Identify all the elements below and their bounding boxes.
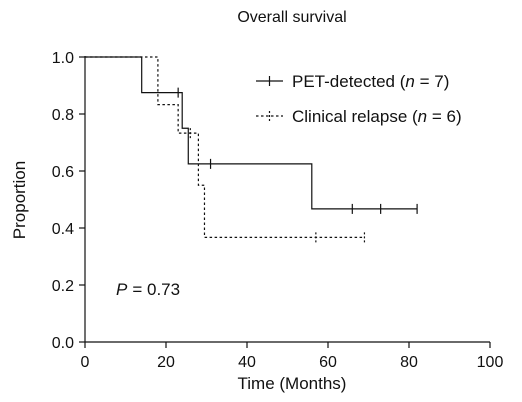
x-tick-label: 100	[477, 354, 504, 371]
y-axis-ticks: 0.0 0.2 0.4 0.6 0.8 1.0	[52, 50, 85, 352]
legend: PET-detected (n = 7) Clinical relapse (n…	[256, 72, 462, 126]
y-tick-label: 0.8	[52, 107, 74, 124]
x-tick-label: 40	[238, 354, 256, 371]
x-tick-label: 80	[400, 354, 418, 371]
x-axis-title: Time (Months)	[238, 374, 347, 393]
p-value-annotation: P = 0.73	[116, 280, 180, 299]
y-tick-label: 0.6	[52, 164, 74, 181]
y-tick-label: 1.0	[52, 50, 74, 67]
x-tick-label: 0	[81, 354, 90, 371]
axes	[84, 56, 490, 343]
y-tick-label: 0.0	[52, 335, 74, 352]
legend-label-pet: PET-detected (n = 7)	[292, 72, 449, 91]
series-layer	[85, 56, 418, 243]
survival-curve-pet-detected	[85, 56, 418, 210]
legend-label-clinical: Clinical relapse (n = 6)	[292, 107, 462, 126]
y-axis-title: Proportion	[10, 161, 29, 239]
y-tick-label: 0.2	[52, 278, 74, 295]
chart-title: Overall survival	[237, 9, 346, 26]
x-tick-label: 60	[319, 354, 337, 371]
y-tick-label: 0.4	[52, 221, 74, 238]
x-axis-ticks: 0 20 40 60 80 100	[81, 342, 504, 371]
x-tick-label: 20	[157, 354, 175, 371]
survival-curve-clinical-relapse	[85, 56, 365, 239]
